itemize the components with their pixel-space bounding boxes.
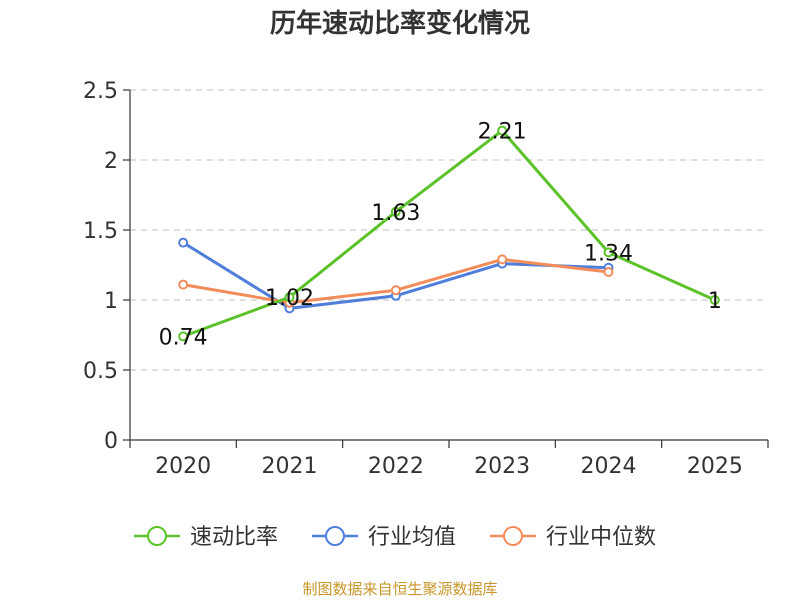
series-point-2[interactable] [178,279,189,290]
series [178,125,720,342]
y-tick-label: 0.5 [83,359,118,384]
data-label: 1.63 [371,201,420,226]
x-tick-label: 2025 [687,454,743,479]
series-point-0[interactable] [390,206,401,217]
legend-item-0[interactable]: 速动比率 [134,525,278,550]
legend-swatch-marker [147,526,167,546]
series-point-0[interactable] [284,292,295,303]
axes: 0 0.5 1 1.5 2 2.5 2020 2021 2022 2023 2024 2025 [83,79,769,479]
y-tick-label: 1.5 [83,219,118,244]
data-label: 1 [708,289,722,314]
legend-swatch-marker [503,526,523,546]
data-label: 2.21 [478,120,527,145]
grid [130,89,768,371]
data-labels: 0.74 1.02 1.63 2.21 1.34 1 [159,120,722,351]
y-tick-label: 2.5 [83,79,118,104]
source-note: 制图数据来自恒生聚源数据库 [302,580,497,598]
x-tick-label: 2022 [368,454,424,479]
x-tick-label: 2024 [581,454,637,479]
series-point-2[interactable] [390,285,401,296]
series-point-2[interactable] [497,254,508,265]
legend[interactable]: 速动比率 行业均值 行业中位数 [134,525,656,550]
series-line-0 [182,129,716,338]
y-tick-label: 2 [104,149,118,174]
x-tick-label: 2020 [155,454,211,479]
x-tick-label: 2021 [262,454,318,479]
series-point-1[interactable] [178,237,189,248]
series-point-0[interactable] [497,125,508,136]
series-point-0[interactable] [178,331,189,342]
y-tick-label: 1 [104,289,118,314]
legend-swatch-marker [325,526,345,546]
y-tick-label: 0 [104,429,118,454]
chart-title: 历年速动比率变化情况 [270,8,530,39]
series-point-0[interactable] [603,247,614,258]
legend-label: 行业中位数 [546,525,656,550]
legend-label: 行业均值 [368,525,456,550]
data-label: 1.34 [584,241,633,266]
legend-item-1[interactable]: 行业均值 [312,525,456,550]
data-label: 0.74 [159,325,208,350]
series-point-0[interactable] [709,295,720,305]
data-label: 1.02 [265,286,314,311]
x-tick-label: 2023 [474,454,530,479]
legend-item-2[interactable]: 行业中位数 [490,525,656,550]
legend-label: 速动比率 [190,525,278,550]
series-point-2[interactable] [603,267,614,277]
